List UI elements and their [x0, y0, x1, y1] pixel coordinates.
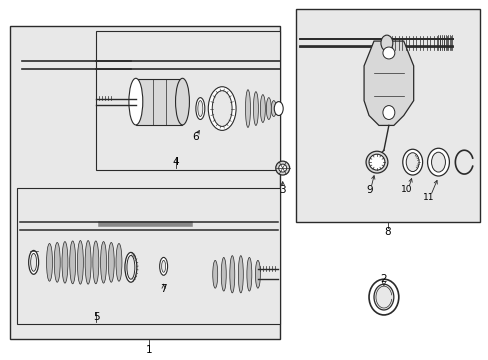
- Ellipse shape: [85, 240, 91, 284]
- Ellipse shape: [108, 243, 114, 282]
- Ellipse shape: [275, 103, 280, 114]
- Ellipse shape: [406, 153, 418, 172]
- Ellipse shape: [162, 260, 165, 272]
- Ellipse shape: [29, 251, 39, 274]
- Ellipse shape: [62, 242, 68, 283]
- Text: 4: 4: [172, 157, 179, 167]
- Ellipse shape: [380, 35, 392, 51]
- Ellipse shape: [229, 256, 234, 293]
- Ellipse shape: [274, 102, 283, 116]
- Ellipse shape: [427, 148, 448, 176]
- Text: 3: 3: [279, 185, 285, 195]
- Text: 9: 9: [366, 185, 372, 195]
- Polygon shape: [10, 26, 279, 339]
- Ellipse shape: [46, 243, 52, 281]
- Ellipse shape: [196, 98, 204, 120]
- Polygon shape: [96, 31, 279, 170]
- Ellipse shape: [175, 78, 189, 125]
- Ellipse shape: [368, 154, 384, 170]
- Ellipse shape: [212, 91, 232, 126]
- Ellipse shape: [260, 95, 265, 122]
- Ellipse shape: [402, 149, 422, 175]
- Text: 1: 1: [145, 345, 152, 355]
- Polygon shape: [136, 79, 182, 125]
- Ellipse shape: [366, 151, 387, 173]
- Ellipse shape: [198, 100, 203, 117]
- Text: 2: 2: [380, 274, 386, 284]
- Ellipse shape: [160, 257, 167, 275]
- Ellipse shape: [271, 100, 276, 117]
- Polygon shape: [364, 41, 413, 125]
- Polygon shape: [17, 188, 279, 324]
- Ellipse shape: [245, 90, 250, 127]
- Ellipse shape: [54, 243, 60, 282]
- Ellipse shape: [116, 243, 122, 281]
- Ellipse shape: [382, 105, 394, 120]
- Ellipse shape: [266, 98, 271, 120]
- Polygon shape: [295, 9, 479, 222]
- Ellipse shape: [70, 241, 76, 284]
- Ellipse shape: [255, 260, 260, 288]
- Ellipse shape: [246, 257, 251, 291]
- Ellipse shape: [275, 161, 289, 175]
- Text: 7: 7: [160, 284, 166, 294]
- Text: 6: 6: [192, 132, 198, 142]
- Ellipse shape: [124, 252, 137, 282]
- Ellipse shape: [221, 257, 226, 291]
- Ellipse shape: [101, 242, 106, 283]
- Ellipse shape: [127, 255, 135, 279]
- Ellipse shape: [382, 47, 394, 59]
- Ellipse shape: [278, 164, 286, 172]
- Ellipse shape: [373, 284, 393, 310]
- Ellipse shape: [368, 279, 398, 315]
- Ellipse shape: [212, 260, 217, 288]
- Ellipse shape: [253, 92, 258, 125]
- Ellipse shape: [93, 241, 99, 284]
- Text: 8: 8: [384, 226, 390, 237]
- Text: 11: 11: [422, 193, 433, 202]
- Ellipse shape: [431, 152, 445, 172]
- Ellipse shape: [77, 240, 83, 284]
- Ellipse shape: [208, 87, 236, 130]
- Ellipse shape: [129, 78, 142, 125]
- Text: 10: 10: [400, 185, 412, 194]
- Ellipse shape: [31, 253, 37, 271]
- Ellipse shape: [238, 256, 243, 293]
- Text: 5: 5: [93, 312, 99, 322]
